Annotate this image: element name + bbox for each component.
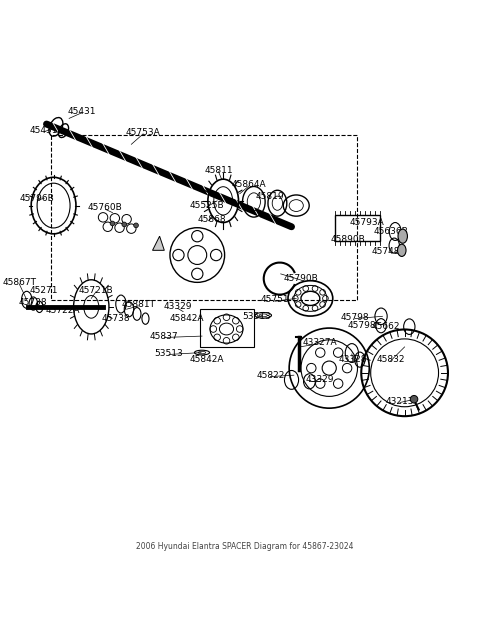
Bar: [51, 135, 358, 300]
Text: 53513: 53513: [155, 349, 183, 358]
Ellipse shape: [397, 244, 406, 256]
Text: 45738: 45738: [18, 298, 47, 307]
Polygon shape: [153, 236, 164, 250]
Text: 45748: 45748: [372, 247, 400, 256]
Text: 43329: 43329: [163, 302, 192, 311]
Text: 45431: 45431: [30, 126, 59, 135]
Text: 45753A: 45753A: [126, 128, 160, 137]
Text: 43327A: 43327A: [302, 338, 337, 347]
Text: 43328: 43328: [338, 355, 367, 364]
Text: 53513: 53513: [242, 312, 271, 321]
Text: 45662: 45662: [372, 322, 400, 331]
Text: 43213: 43213: [385, 397, 414, 406]
Text: 45864A: 45864A: [232, 180, 266, 189]
Text: 45796B: 45796B: [20, 194, 54, 203]
Text: 45738: 45738: [102, 314, 131, 323]
Text: 45822: 45822: [256, 370, 285, 379]
Text: 45819: 45819: [256, 191, 285, 201]
Text: 45751: 45751: [261, 295, 289, 304]
Text: 45881T: 45881T: [121, 300, 156, 309]
Text: 45842A: 45842A: [169, 314, 204, 323]
Text: 43329: 43329: [306, 376, 334, 385]
Text: 45525B: 45525B: [190, 201, 224, 210]
Text: 2006 Hyundai Elantra SPACER Diagram for 45867-23024: 2006 Hyundai Elantra SPACER Diagram for …: [136, 542, 353, 551]
Circle shape: [410, 395, 418, 403]
Text: 45798: 45798: [348, 321, 376, 330]
Text: 45837: 45837: [150, 331, 179, 340]
Circle shape: [110, 221, 115, 226]
Text: 45431: 45431: [68, 107, 96, 116]
Text: 45832: 45832: [376, 355, 405, 364]
Text: 45760B: 45760B: [88, 204, 123, 213]
Text: 45868: 45868: [197, 215, 226, 224]
Text: 45842A: 45842A: [190, 355, 224, 364]
Text: 45271: 45271: [30, 286, 59, 295]
Text: 45722A: 45722A: [46, 306, 80, 315]
Text: 45636B: 45636B: [373, 227, 408, 236]
Text: 45790B: 45790B: [284, 274, 318, 283]
Bar: [335, 215, 380, 241]
Text: 45793A: 45793A: [349, 218, 384, 227]
Bar: [200, 309, 254, 347]
Text: 45811: 45811: [204, 166, 233, 175]
Ellipse shape: [398, 229, 408, 243]
Text: 45890B: 45890B: [331, 236, 365, 245]
Circle shape: [133, 223, 138, 228]
Circle shape: [122, 222, 127, 227]
Text: 45721B: 45721B: [79, 286, 113, 295]
Text: 45867T: 45867T: [2, 278, 36, 287]
Text: 45798: 45798: [341, 313, 370, 322]
